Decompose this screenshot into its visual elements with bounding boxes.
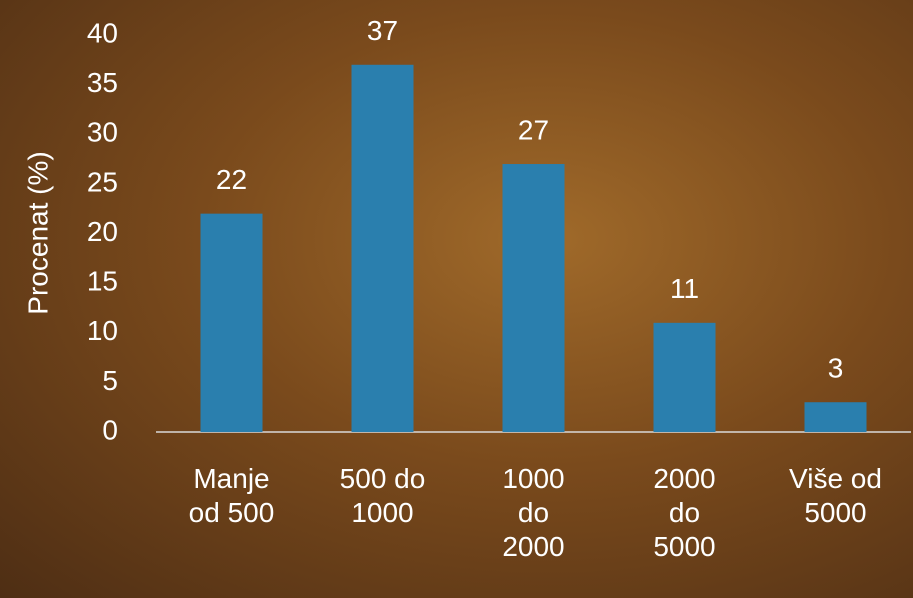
y-tick-label: 35 bbox=[87, 67, 118, 98]
y-tick-label: 5 bbox=[102, 365, 118, 396]
value-label: 37 bbox=[367, 15, 398, 46]
x-tick-label: Više od 5000 bbox=[789, 463, 882, 528]
y-tick-label: 20 bbox=[87, 216, 118, 247]
y-tick-label: 30 bbox=[87, 117, 118, 148]
value-label: 27 bbox=[518, 114, 549, 145]
bar bbox=[351, 64, 414, 433]
y-tick-label: 0 bbox=[102, 414, 118, 445]
value-label: 3 bbox=[828, 353, 844, 384]
x-tick-label: 500 do 1000 bbox=[339, 463, 426, 528]
y-tick-label: 10 bbox=[87, 315, 118, 346]
bar bbox=[502, 164, 565, 432]
x-tick-label: 2000 do 5000 bbox=[653, 463, 716, 562]
value-label: 22 bbox=[216, 164, 247, 195]
bar bbox=[200, 213, 263, 432]
x-tick-label: Manje od 500 bbox=[188, 463, 275, 528]
y-tick-label: 15 bbox=[87, 266, 118, 297]
bar bbox=[804, 402, 867, 432]
y-tick-label: 25 bbox=[87, 166, 118, 197]
bar bbox=[653, 322, 716, 432]
y-tick-label: 40 bbox=[87, 17, 118, 48]
value-label: 11 bbox=[670, 273, 699, 304]
x-tick-label: 1000 do 2000 bbox=[502, 463, 565, 562]
y-axis-label: Procenat (%) bbox=[22, 151, 53, 314]
